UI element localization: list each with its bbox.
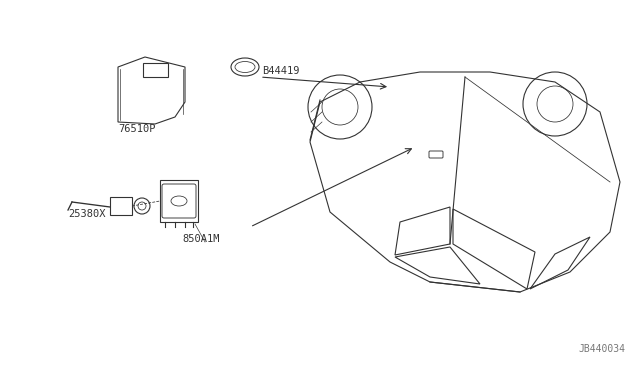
- Text: 25380X: 25380X: [68, 209, 106, 219]
- Text: B44419: B44419: [262, 66, 300, 76]
- Text: JB440034: JB440034: [578, 344, 625, 354]
- Text: 76510P: 76510P: [118, 124, 156, 134]
- Text: 850A1M: 850A1M: [182, 234, 220, 244]
